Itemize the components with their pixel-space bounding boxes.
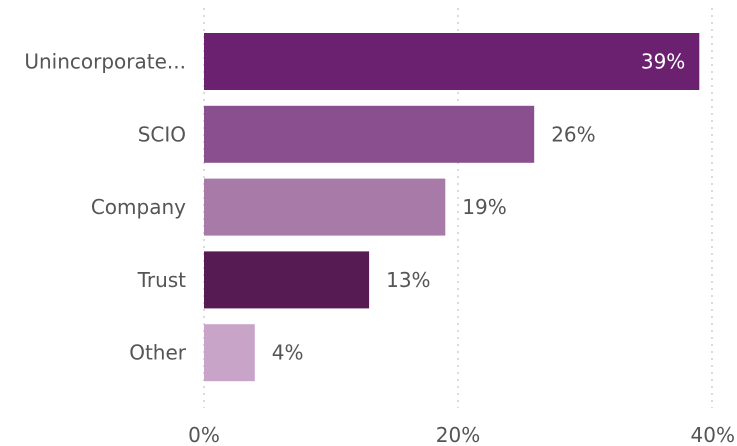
- category-label: Company: [91, 195, 186, 219]
- data-label: 4%: [272, 341, 304, 365]
- data-label: 19%: [462, 195, 506, 219]
- data-label: 39%: [641, 50, 685, 74]
- category-labels: Unincorporate... SCIO Company Trust Other: [24, 50, 186, 365]
- x-tick-label: 0%: [188, 423, 220, 446]
- category-label: Unincorporate...: [24, 50, 186, 74]
- category-label: Trust: [137, 268, 187, 292]
- bar: [204, 33, 700, 90]
- bar: [204, 324, 255, 382]
- category-label: SCIO: [138, 122, 186, 146]
- bar: [204, 251, 370, 309]
- data-label: 13%: [386, 268, 430, 292]
- x-tick-label: 40%: [691, 423, 735, 446]
- bars: [204, 33, 700, 382]
- data-label: 26%: [551, 122, 595, 146]
- bar: [204, 105, 535, 163]
- x-tick-label: 20%: [436, 423, 480, 446]
- x-axis-ticks: 0% 20% 40%: [188, 423, 735, 446]
- category-label: Other: [129, 341, 187, 365]
- bar: [204, 178, 446, 236]
- data-labels: 39% 26% 19% 13% 4%: [272, 50, 686, 365]
